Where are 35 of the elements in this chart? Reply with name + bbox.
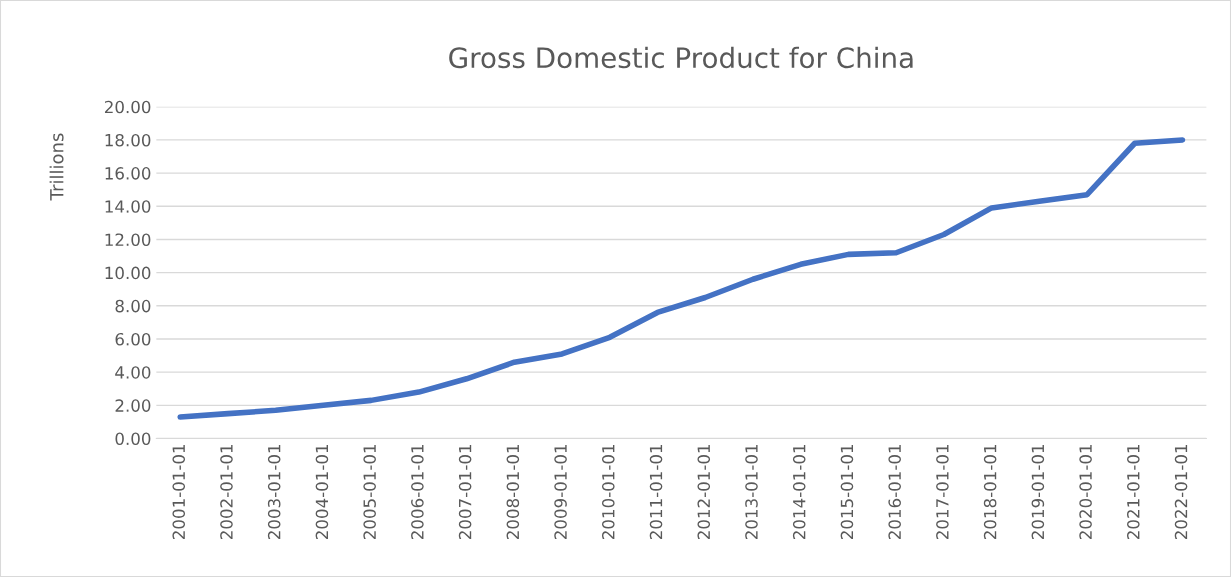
y-tick-label: 18.00 bbox=[105, 133, 151, 147]
x-tick-label: 2016-01-01 bbox=[888, 444, 901, 540]
x-tick-label: 2014-01-01 bbox=[792, 444, 806, 540]
x-tick-label: 2017-01-01 bbox=[936, 444, 949, 540]
x-tick-label: 2015-01-01 bbox=[840, 444, 854, 540]
y-tick-label: 2.00 bbox=[115, 399, 151, 412]
x-tick-label: 2004-01-01 bbox=[315, 444, 329, 540]
y-tick-label: 10.00 bbox=[105, 266, 151, 280]
y-axis-title: Trillions bbox=[49, 133, 64, 201]
x-tick-label: 2021-01-01 bbox=[1127, 444, 1140, 540]
y-tick-label: 20.00 bbox=[104, 100, 151, 114]
x-tick-label: 2020-01-01 bbox=[1079, 444, 1092, 540]
y-tick-label: 16.00 bbox=[105, 167, 151, 180]
x-tick-label: 2013-01-01 bbox=[745, 444, 758, 540]
x-tick-label: 2022-01-01 bbox=[1174, 444, 1188, 540]
x-tick-label: 2007-01-01 bbox=[458, 444, 472, 540]
y-tick-label: 0.00 bbox=[115, 432, 151, 446]
y-tick-label: 14.00 bbox=[105, 200, 151, 213]
x-tick-label: 2019-01-01 bbox=[1031, 444, 1045, 540]
chart-title: Gross Domestic Product for China bbox=[449, 46, 913, 69]
x-tick-label: 2012-01-01 bbox=[697, 444, 711, 540]
x-tick-label: 2010-01-01 bbox=[601, 444, 615, 540]
x-tick-label: 2001-01-01 bbox=[172, 444, 186, 540]
x-tick-label: 2005-01-01 bbox=[363, 444, 376, 540]
x-tick-label: 2008-01-01 bbox=[506, 444, 520, 540]
y-tick-label: 12.00 bbox=[105, 233, 151, 247]
x-tick-label: 2018-01-01 bbox=[983, 444, 997, 540]
x-tick-label: 2011-01-01 bbox=[649, 444, 663, 540]
y-tick-label: 8.00 bbox=[115, 299, 151, 313]
x-tick-label: 2006-01-01 bbox=[411, 444, 424, 540]
y-tick-label: 6.00 bbox=[115, 332, 151, 346]
x-tick-label: 2002-01-01 bbox=[220, 444, 233, 540]
x-tick-label: 2009-01-01 bbox=[554, 444, 567, 540]
x-tick-label: 2003-01-01 bbox=[267, 444, 281, 540]
y-tick-label: 4.00 bbox=[115, 366, 151, 379]
